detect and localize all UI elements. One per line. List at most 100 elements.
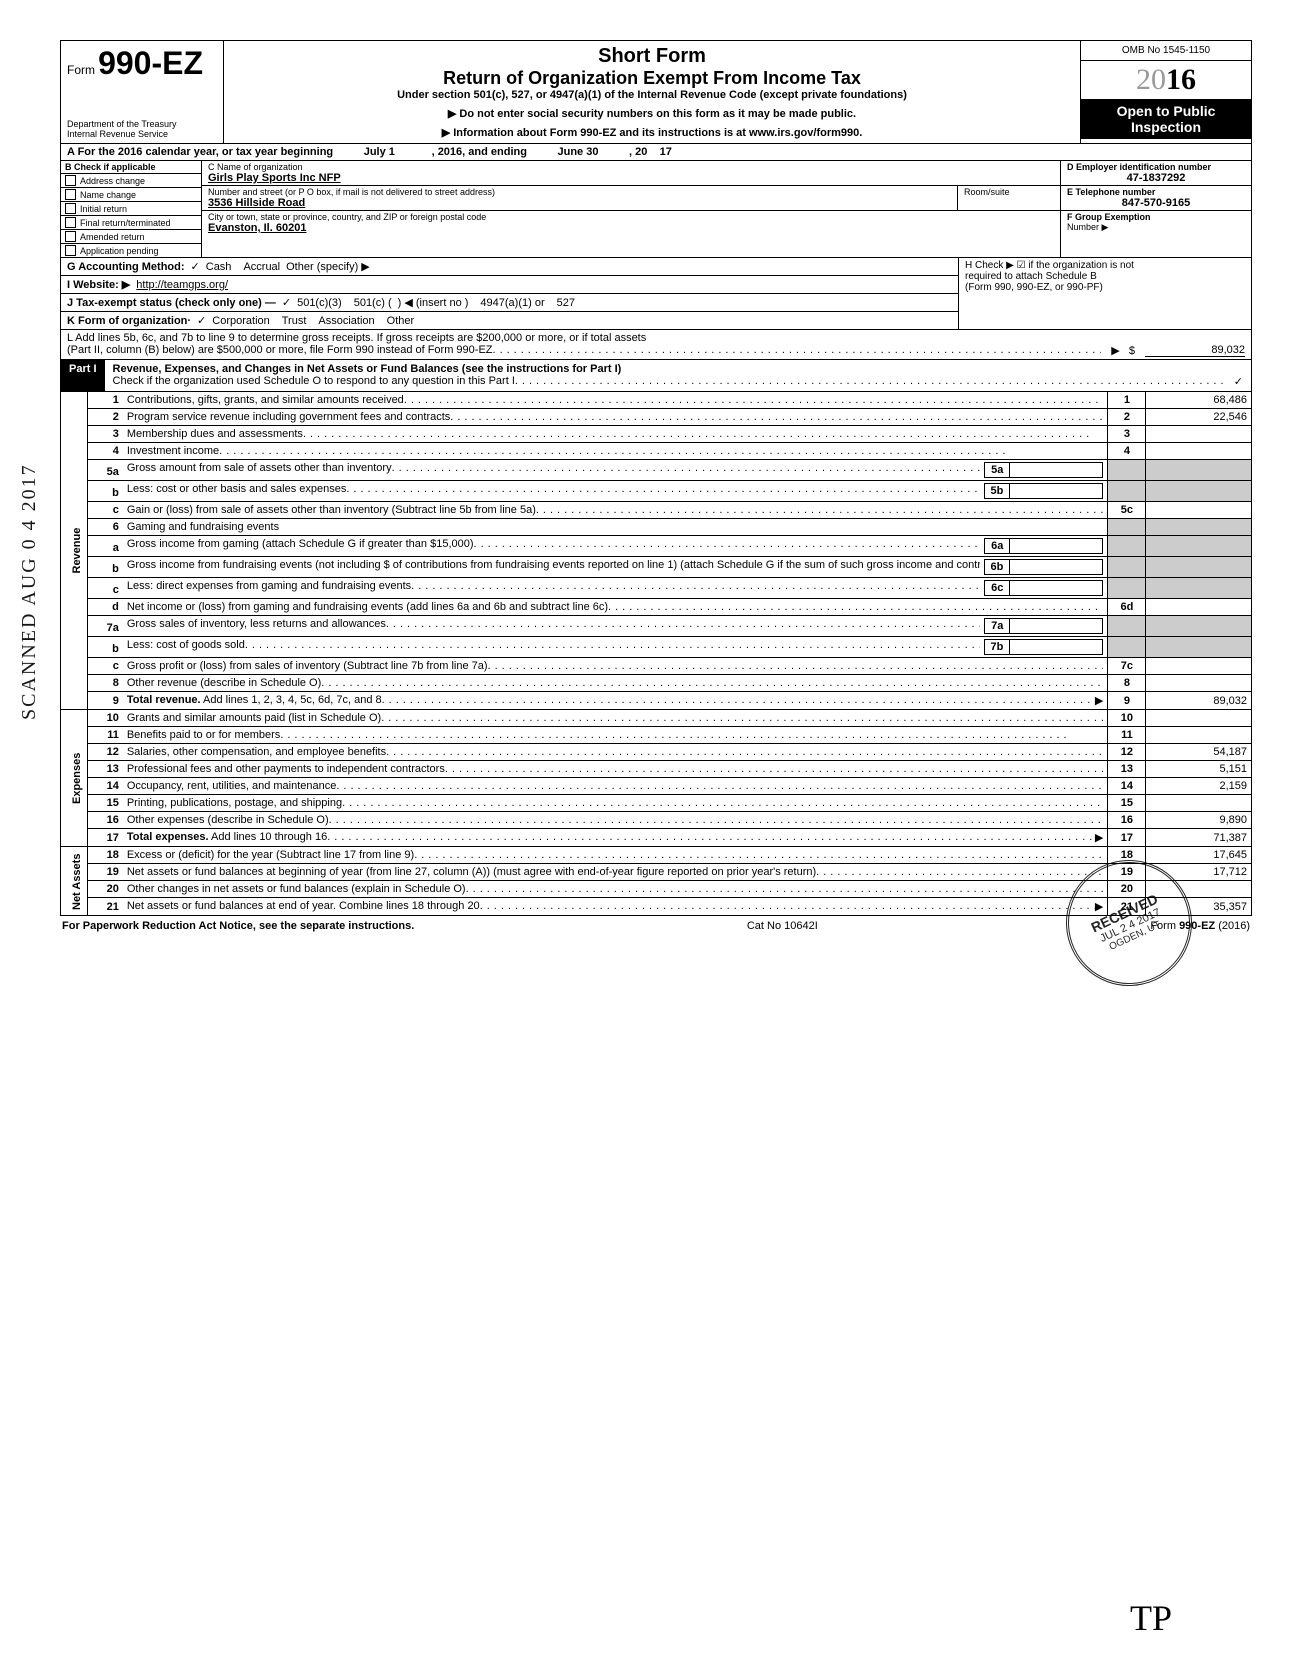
part1-title: Revenue, Expenses, and Changes in Net As… — [113, 363, 1243, 375]
form-header-center: Short Form Return of Organization Exempt… — [224, 41, 1080, 143]
col-num: 9 — [1108, 692, 1146, 710]
chk-application-pending[interactable]: Application pending — [61, 244, 201, 257]
form-header-left: Form 990-EZ Department of the Treasury I… — [61, 41, 224, 143]
line-description: Contributions, gifts, grants, and simila… — [123, 392, 1108, 409]
table-row: 3Membership dues and assessments3 — [61, 426, 1252, 443]
col-num: 11 — [1108, 727, 1146, 744]
col-val-shaded — [1146, 578, 1252, 599]
col-num: 7c — [1108, 658, 1146, 675]
line-a-begin: July 1 — [364, 146, 395, 158]
lbl-address-change: Address change — [80, 176, 145, 186]
form-header: Form 990-EZ Department of the Treasury I… — [60, 40, 1252, 144]
col-num: 13 — [1108, 761, 1146, 778]
line-description: Professional fees and other payments to … — [123, 761, 1108, 778]
chk-corporation[interactable] — [197, 314, 206, 327]
line-description: Occupancy, rent, utilities, and maintena… — [123, 778, 1108, 795]
chk-amended-return[interactable]: Amended return — [61, 230, 201, 244]
chk-initial-return[interactable]: Initial return — [61, 202, 201, 216]
line-j: J Tax-exempt status (check only one) — 5… — [61, 294, 958, 312]
line-number: 15 — [87, 795, 123, 812]
line-description: Excess or (deficit) for the year (Subtra… — [123, 847, 1108, 864]
line-number: c — [87, 658, 123, 675]
line-number: 13 — [87, 761, 123, 778]
col-num: 5c — [1108, 502, 1146, 519]
col-val-shaded — [1146, 481, 1252, 502]
line-description: Gain or (loss) from sale of assets other… — [123, 502, 1108, 519]
line-description: Less: direct expenses from gaming and fu… — [123, 578, 1108, 599]
signature-initials: TP — [1130, 1597, 1172, 1639]
col-num: 16 — [1108, 812, 1146, 829]
col-num: 17 — [1108, 829, 1146, 847]
line-description: Membership dues and assessments — [123, 426, 1108, 443]
table-row: aGross income from gaming (attach Schedu… — [61, 536, 1252, 557]
omb-number: OMB No 1545-1150 — [1081, 41, 1251, 61]
under-section: Under section 501(c), 527, or 4947(a)(1)… — [232, 89, 1072, 101]
line-number: 20 — [87, 881, 123, 898]
col-val: 9,890 — [1146, 812, 1252, 829]
table-row: cLess: direct expenses from gaming and f… — [61, 578, 1252, 599]
line-number: b — [87, 481, 123, 502]
line-description: Benefits paid to or for members — [123, 727, 1108, 744]
street-label: Number and street (or P O box, if mail i… — [208, 187, 951, 197]
line-number: 3 — [87, 426, 123, 443]
table-row: bGross income from fundraising events (n… — [61, 557, 1252, 578]
dept-treasury: Department of the Treasury — [67, 119, 217, 129]
j-label: J Tax-exempt status (check only one) — — [67, 297, 276, 309]
section-label: Expenses — [61, 710, 88, 847]
k-label: K Form of organization· — [67, 315, 191, 327]
line-description: Salaries, other compensation, and employ… — [123, 744, 1108, 761]
col-val — [1146, 675, 1252, 692]
col-de: D Employer identification number 47-1837… — [1060, 161, 1251, 257]
line-number: 1 — [87, 392, 123, 409]
line-description: Net income or (loss) from gaming and fun… — [123, 599, 1108, 616]
scanned-stamp: SCANNED AUG 0 4 2017 — [18, 463, 41, 720]
line-description: Program service revenue including govern… — [123, 409, 1108, 426]
section-label: Net Assets — [61, 847, 88, 916]
col-val — [1146, 426, 1252, 443]
website-url: http://teamgps.org/ — [136, 279, 228, 291]
table-row: cGross profit or (loss) from sales of in… — [61, 658, 1252, 675]
col-b: B Check if applicable Address change Nam… — [61, 161, 202, 257]
col-num-shaded — [1108, 557, 1146, 578]
line-number: 14 — [87, 778, 123, 795]
chk-address-change[interactable]: Address change — [61, 174, 201, 188]
dots-fill — [493, 344, 1102, 357]
line-description: Printing, publications, postage, and shi… — [123, 795, 1108, 812]
ein-value: 47-1837292 — [1067, 172, 1245, 184]
table-row: 8Other revenue (describe in Schedule O)8 — [61, 675, 1252, 692]
col-val-shaded — [1146, 557, 1252, 578]
lbl-initial-return: Initial return — [80, 204, 127, 214]
line-number: 12 — [87, 744, 123, 761]
table-row: 19Net assets or fund balances at beginni… — [61, 864, 1252, 881]
chk-501c3[interactable] — [282, 296, 291, 309]
line-number: 10 — [87, 710, 123, 727]
h-line2: required to attach Schedule B — [965, 271, 1245, 282]
open-public-1: Open to Public — [1085, 103, 1247, 119]
chk-final-return[interactable]: Final return/terminated — [61, 216, 201, 230]
j-527: 527 — [557, 297, 575, 309]
h-block: H Check ▶ ☑ if the organization is not r… — [958, 258, 1251, 329]
h-line1: H Check ▶ ☑ if the organization is not — [965, 260, 1245, 271]
j-501c-other: 501(c) ( — [354, 297, 392, 309]
chk-schedule-o[interactable] — [1234, 375, 1243, 388]
ghijk-left: G Accounting Method: Cash Accrual Other … — [61, 258, 958, 329]
lbl-application-pending: Application pending — [80, 246, 159, 256]
line-a: A For the 2016 calendar year, or tax yea… — [60, 144, 1252, 161]
phone-label: E Telephone number — [1067, 187, 1245, 197]
table-row: bLess: cost or other basis and sales exp… — [61, 481, 1252, 502]
col-num: 12 — [1108, 744, 1146, 761]
ssn-warning: ▶ Do not enter social security numbers o… — [232, 107, 1072, 120]
table-row: 4Investment income4 — [61, 443, 1252, 460]
chk-cash[interactable] — [191, 260, 200, 273]
j-insert: ) ◀ (insert no ) — [398, 296, 469, 309]
table-row: 2Program service revenue including gover… — [61, 409, 1252, 426]
section-label: Revenue — [61, 392, 88, 710]
room-suite: Room/suite — [957, 186, 1060, 211]
i-label: I Website: ▶ — [67, 278, 130, 291]
line-a-end-year: 17 — [660, 146, 672, 158]
line-number: 8 — [87, 675, 123, 692]
chk-name-change[interactable]: Name change — [61, 188, 201, 202]
g-other: Other (specify) ▶ — [286, 260, 370, 273]
l-line2: (Part II, column (B) below) are $500,000… — [67, 344, 493, 357]
org-name: Girls Play Sports Inc NFP — [208, 172, 1054, 184]
